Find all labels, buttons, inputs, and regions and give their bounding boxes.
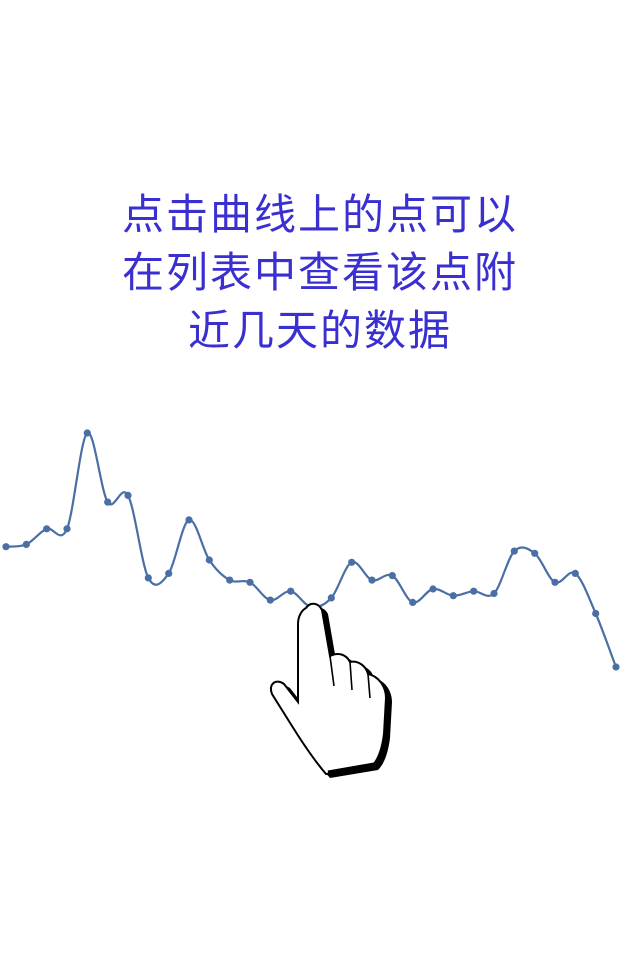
hint-line-3: 近几天的数据	[187, 306, 452, 355]
data-point-7[interactable]	[124, 491, 132, 499]
data-point-28[interactable]	[551, 578, 559, 586]
data-point-4[interactable]	[63, 525, 71, 533]
instruction-hint: 点击曲线上的点可以 在列表中查看该点附 近几天的数据	[0, 186, 640, 360]
data-point-22[interactable]	[429, 585, 437, 593]
data-point-26[interactable]	[510, 547, 518, 555]
data-point-24[interactable]	[470, 587, 478, 595]
data-point-25[interactable]	[490, 589, 498, 598]
data-point-14[interactable]	[266, 596, 274, 604]
data-point-2[interactable]	[22, 540, 30, 549]
data-point-21[interactable]	[409, 598, 417, 607]
hint-line-1: 点击曲线上的点可以	[121, 190, 518, 239]
data-point-20[interactable]	[388, 572, 396, 580]
data-point-12[interactable]	[226, 576, 234, 584]
data-point-8[interactable]	[144, 574, 152, 582]
data-point-1[interactable]	[2, 543, 10, 551]
data-point-3[interactable]	[43, 525, 51, 533]
data-point-5[interactable]	[83, 429, 91, 437]
data-point-6[interactable]	[104, 498, 112, 506]
data-point-27[interactable]	[531, 549, 539, 557]
hint-line-2: 在列表中查看该点附	[121, 248, 518, 297]
data-point-9[interactable]	[165, 569, 173, 578]
pointing-hand-icon	[270, 602, 392, 778]
data-point-30[interactable]	[592, 609, 600, 618]
data-point-31[interactable]	[612, 663, 620, 671]
data-point-23[interactable]	[449, 592, 457, 600]
data-point-10[interactable]	[185, 516, 193, 524]
data-point-18[interactable]	[348, 558, 356, 566]
data-point-13[interactable]	[246, 578, 254, 586]
data-point-11[interactable]	[205, 556, 213, 564]
data-point-17[interactable]	[327, 594, 335, 602]
data-point-29[interactable]	[571, 569, 579, 578]
data-point-19[interactable]	[368, 576, 376, 584]
data-point-15[interactable]	[287, 587, 295, 595]
data-points[interactable]	[2, 429, 620, 671]
